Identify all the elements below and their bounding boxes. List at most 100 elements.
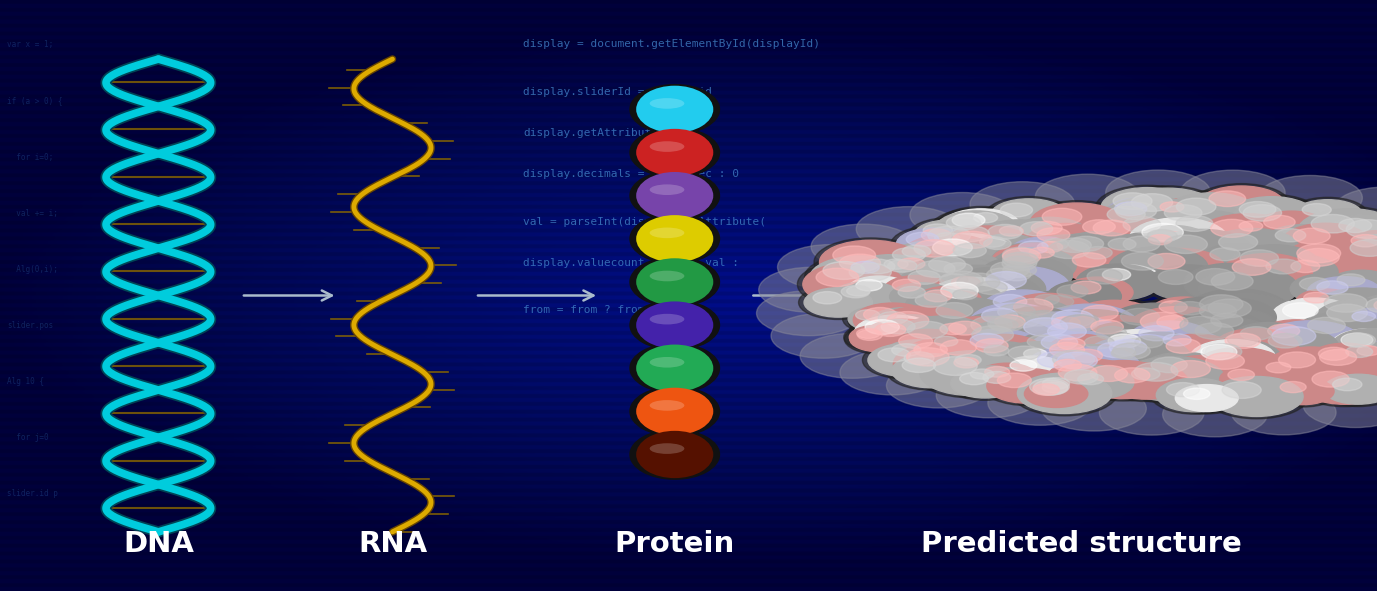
Circle shape (1029, 376, 1100, 407)
Circle shape (969, 333, 1004, 348)
Circle shape (1264, 215, 1296, 229)
Circle shape (872, 254, 939, 282)
Circle shape (1146, 227, 1259, 275)
Circle shape (1147, 265, 1230, 300)
Ellipse shape (636, 172, 713, 219)
Circle shape (1299, 248, 1340, 266)
Circle shape (1195, 307, 1282, 345)
Circle shape (1113, 186, 1223, 233)
Circle shape (1176, 216, 1213, 232)
Circle shape (998, 304, 1036, 320)
Circle shape (975, 368, 1041, 396)
Ellipse shape (629, 213, 720, 264)
Circle shape (1060, 309, 1131, 339)
Circle shape (1071, 349, 1103, 362)
Circle shape (1209, 326, 1304, 367)
Circle shape (1064, 368, 1137, 399)
Circle shape (1103, 268, 1131, 281)
Circle shape (1226, 320, 1311, 357)
Circle shape (1332, 329, 1377, 361)
Text: val = parseInt(display.getAttribute(: val = parseInt(display.getAttribute( (523, 216, 766, 226)
Circle shape (1086, 269, 1122, 284)
Circle shape (803, 262, 905, 306)
Circle shape (924, 290, 952, 302)
Circle shape (1106, 209, 1206, 252)
Circle shape (1316, 281, 1348, 294)
Circle shape (1158, 355, 1253, 396)
Circle shape (1209, 191, 1246, 207)
Circle shape (865, 313, 957, 352)
Circle shape (1351, 235, 1377, 247)
Ellipse shape (650, 98, 684, 109)
Circle shape (1373, 279, 1377, 326)
Ellipse shape (650, 141, 684, 152)
Circle shape (968, 264, 1075, 310)
Circle shape (890, 254, 954, 282)
Circle shape (840, 350, 945, 395)
Circle shape (1268, 333, 1303, 348)
Circle shape (1048, 281, 1121, 312)
Circle shape (923, 224, 953, 236)
Circle shape (990, 319, 1018, 331)
Circle shape (870, 315, 952, 349)
Circle shape (861, 259, 895, 274)
Circle shape (1031, 310, 1058, 321)
Ellipse shape (636, 388, 713, 435)
Circle shape (1056, 343, 1142, 379)
Circle shape (1030, 378, 1070, 395)
Circle shape (991, 252, 1074, 287)
Circle shape (1108, 334, 1140, 348)
Circle shape (884, 275, 952, 304)
Circle shape (1033, 302, 1144, 349)
Circle shape (991, 248, 1077, 284)
Circle shape (925, 298, 1012, 335)
Circle shape (1159, 301, 1187, 313)
Circle shape (1153, 353, 1259, 398)
Ellipse shape (636, 258, 713, 306)
Circle shape (1069, 236, 1103, 251)
Circle shape (940, 352, 1011, 382)
Circle shape (843, 258, 909, 287)
Circle shape (1111, 231, 1199, 269)
Circle shape (1275, 229, 1305, 242)
Circle shape (797, 260, 910, 309)
Circle shape (986, 245, 1082, 286)
Circle shape (935, 219, 1034, 261)
Circle shape (890, 346, 972, 381)
Circle shape (974, 266, 1070, 307)
Circle shape (1213, 327, 1296, 363)
Circle shape (1265, 259, 1301, 274)
Circle shape (850, 313, 942, 352)
Circle shape (1052, 310, 1093, 328)
Circle shape (865, 320, 899, 335)
Circle shape (1151, 376, 1241, 414)
Circle shape (949, 321, 982, 335)
Circle shape (1198, 214, 1299, 256)
Circle shape (1099, 195, 1187, 233)
Circle shape (1261, 345, 1360, 387)
Circle shape (863, 307, 896, 322)
Circle shape (1356, 346, 1377, 356)
Circle shape (1194, 340, 1264, 371)
Circle shape (879, 256, 949, 285)
Circle shape (819, 241, 921, 284)
Circle shape (1022, 217, 1095, 249)
Circle shape (1002, 252, 1038, 268)
Circle shape (976, 281, 1007, 294)
Circle shape (952, 277, 980, 289)
Circle shape (980, 297, 1081, 340)
Circle shape (974, 213, 997, 223)
Circle shape (935, 223, 1041, 269)
Circle shape (1040, 353, 1117, 386)
Circle shape (979, 256, 1071, 296)
Circle shape (976, 311, 1064, 349)
Circle shape (1002, 256, 1037, 271)
Circle shape (1183, 317, 1275, 357)
Circle shape (1038, 304, 1139, 347)
Circle shape (1041, 335, 1078, 350)
Circle shape (1056, 275, 1139, 310)
Circle shape (855, 315, 936, 350)
Circle shape (1374, 371, 1377, 396)
Circle shape (1110, 339, 1147, 356)
Circle shape (1058, 352, 1097, 369)
